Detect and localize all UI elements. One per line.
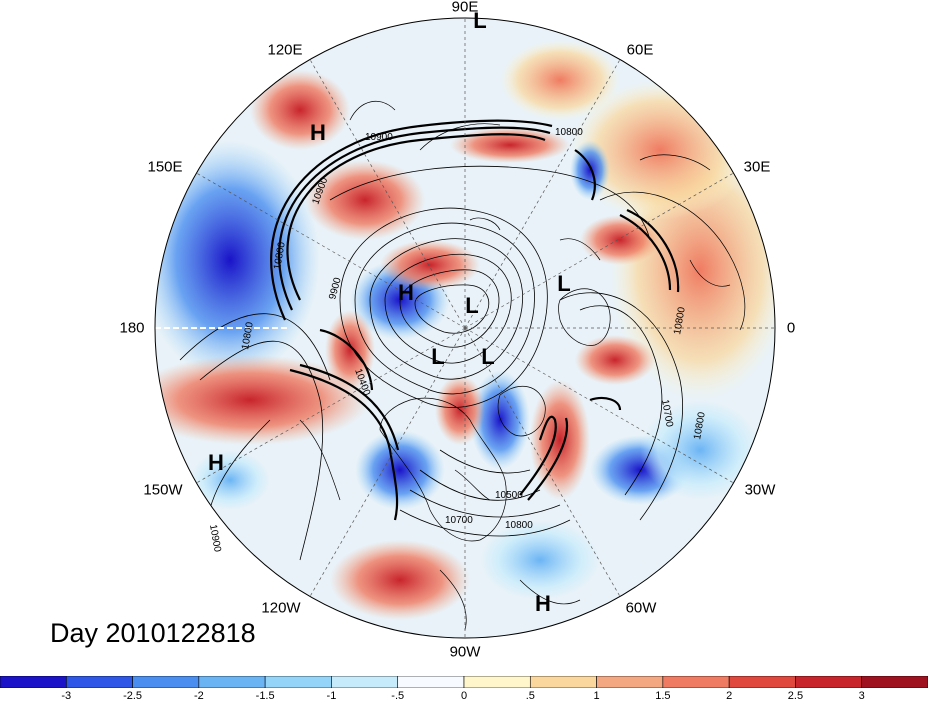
lon-label-30w: 30W xyxy=(744,481,776,499)
contour-label: 10700 xyxy=(445,515,473,526)
contour-label: 10800 xyxy=(240,321,256,351)
contour-label-group: 10900 10800 10800 9900 10400 10800 10700… xyxy=(207,127,708,553)
lon-label-60w: 60W xyxy=(625,599,657,617)
colorbar-swatch xyxy=(132,676,200,688)
colorbar-tick-label: -2.5 xyxy=(123,690,143,702)
colorbar xyxy=(0,676,928,688)
contour-label: 10900 xyxy=(365,132,393,143)
colorbar-tick-label: -3 xyxy=(61,690,72,702)
graticule xyxy=(196,18,775,638)
lon-label-150w: 150W xyxy=(143,481,183,499)
colorbar-swatch xyxy=(861,676,928,688)
colorbar-swatch xyxy=(264,676,332,688)
date-label: Day 2010122818 xyxy=(50,618,256,648)
thin-contours xyxy=(179,165,683,561)
high-pressure-marker: H xyxy=(398,280,414,305)
lon-label-0: 0 xyxy=(786,319,796,337)
contour-label: 10800 xyxy=(555,127,583,138)
lon-label-90e: 90E xyxy=(451,0,479,16)
contour-label: 10800 xyxy=(692,411,708,441)
lon-label-150e: 150E xyxy=(147,158,183,176)
lon-label-90w: 90W xyxy=(449,643,481,661)
low-pressure-marker: L xyxy=(557,271,571,296)
colorbar-swatch xyxy=(728,676,796,688)
colorbar-tick-label: -1.5 xyxy=(255,690,275,702)
colorbar-tick-label: -1 xyxy=(326,690,337,702)
lon-label-30e: 30E xyxy=(743,158,771,176)
colorbar-swatch xyxy=(662,676,730,688)
lon-label-180: 180 xyxy=(119,319,145,337)
thick-contours xyxy=(270,119,680,521)
colorbar-swatch xyxy=(397,676,465,688)
colorbar-tick-label: 0 xyxy=(460,690,468,702)
colorbar-tick-label: -.5 xyxy=(391,690,405,702)
colorbar-swatch xyxy=(65,676,133,688)
colorbar-swatch xyxy=(795,676,863,688)
colorbar-tick-label: 2.5 xyxy=(787,690,804,702)
contour-label: 10800 xyxy=(272,241,288,271)
map-boundary xyxy=(154,17,776,639)
contour-label: 10800 xyxy=(672,306,688,336)
colorbar-tick-label: 2 xyxy=(726,690,733,702)
colorbar-tick-label: 1.5 xyxy=(655,690,671,702)
contour-label: 10500 xyxy=(495,490,523,501)
low-pressure-marker: L xyxy=(465,293,479,318)
low-pressure-marker: L xyxy=(431,344,445,369)
colorbar-swatch xyxy=(463,676,531,688)
colorbar-swatch xyxy=(331,676,399,688)
lon-label-60e: 60E xyxy=(626,41,654,59)
colorbar-swatch xyxy=(596,676,664,688)
shaded-field xyxy=(155,18,775,638)
colorbar-tick-label: .5 xyxy=(525,690,535,702)
colorbar-swatch xyxy=(198,676,266,688)
contour-label: 10700 xyxy=(659,399,675,429)
high-pressure-marker: H xyxy=(535,591,551,616)
contour-label: 10900 xyxy=(207,524,223,554)
contour-label: 10800 xyxy=(505,520,533,531)
colorbar-swatch xyxy=(0,676,67,688)
low-pressure-marker: L xyxy=(473,8,487,33)
low-pressure-marker: L xyxy=(481,344,495,369)
lon-label-120w: 120W xyxy=(261,599,301,617)
colorbar-swatch xyxy=(529,676,597,688)
high-pressure-marker: H xyxy=(310,120,326,145)
lon-label-120e: 120E xyxy=(267,41,303,59)
coastlines xyxy=(299,101,746,631)
colorbar-tick-label: 3 xyxy=(858,690,865,702)
colorbar-tick-label: 1 xyxy=(593,690,600,702)
colorbar-tick-label: -2 xyxy=(193,690,204,702)
high-pressure-marker: H xyxy=(208,450,224,475)
